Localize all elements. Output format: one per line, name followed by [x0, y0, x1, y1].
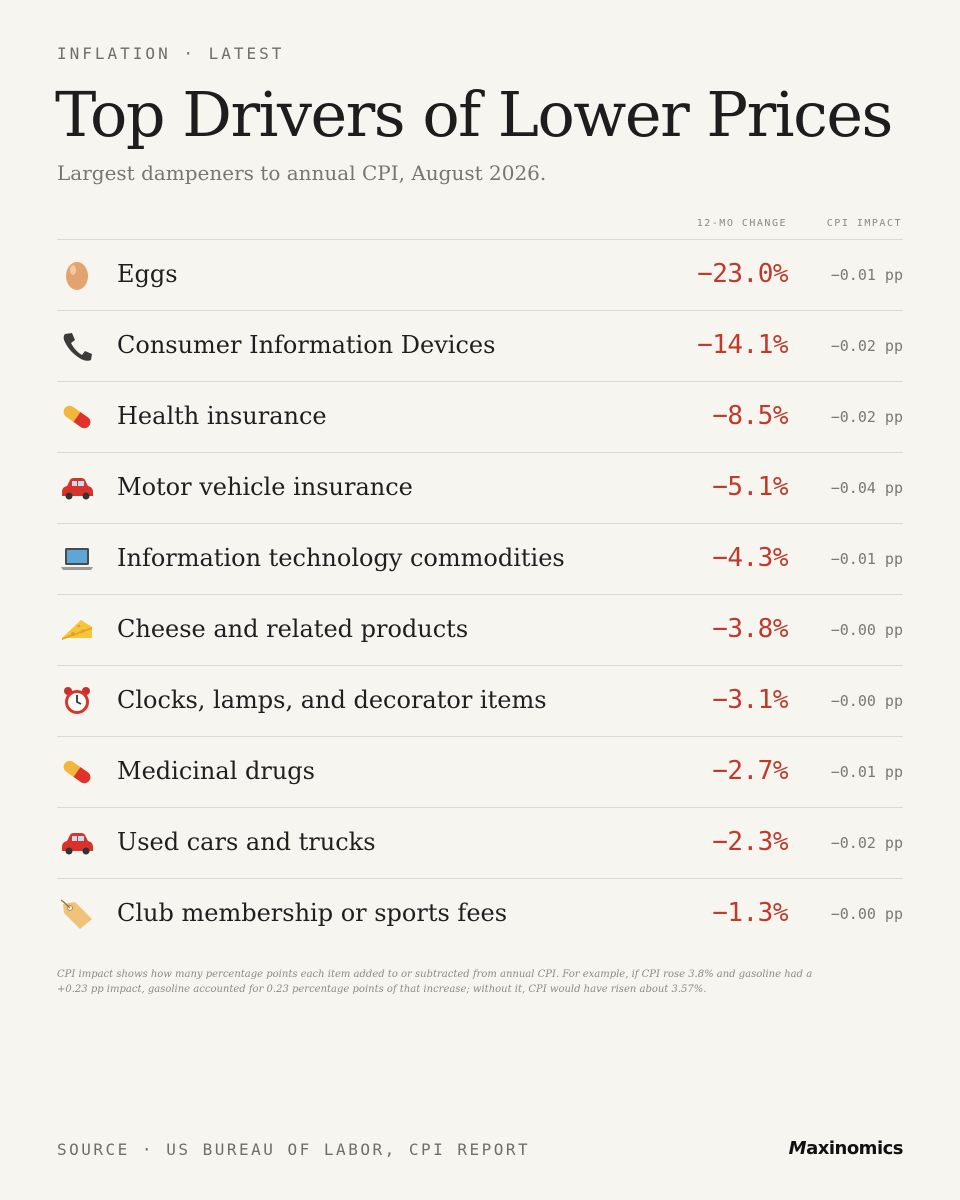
list-item: Motor vehicle insurance −5.1% −0.04 pp — [57, 453, 903, 524]
list-item: Club membership or sports fees −1.3% −0.… — [57, 879, 903, 949]
item-label: Motor vehicle insurance — [117, 473, 413, 501]
cheese-icon — [59, 614, 95, 646]
list-item: Clocks, lamps, and decorator items −3.1%… — [57, 666, 903, 737]
item-impact: −0.00 pp — [830, 905, 903, 923]
item-change: −5.1% — [712, 472, 788, 502]
item-impact: −0.00 pp — [830, 621, 903, 639]
list-item: Cheese and related products −3.8% −0.00 … — [57, 595, 903, 666]
page-subtitle: Largest dampeners to annual CPI, August … — [57, 161, 547, 185]
list-item: Used cars and trucks −2.3% −0.02 pp — [57, 808, 903, 879]
item-impact: −0.01 pp — [830, 763, 903, 781]
item-label: Cheese and related products — [117, 615, 469, 643]
item-impact: −0.00 pp — [830, 692, 903, 710]
pill-icon — [59, 401, 95, 433]
item-label: Used cars and trucks — [117, 828, 376, 856]
item-impact: −0.02 pp — [830, 834, 903, 852]
column-header-impact: CPI IMPACT — [826, 218, 902, 229]
telephone-icon — [59, 330, 95, 362]
column-header-change: 12-MO CHANGE — [696, 218, 787, 229]
item-change: −23.0% — [697, 259, 788, 289]
item-impact: −0.02 pp — [830, 408, 903, 426]
list-item: Consumer Information Devices −14.1% −0.0… — [57, 311, 903, 382]
item-impact: −0.01 pp — [830, 266, 903, 284]
label-tag-icon — [59, 898, 95, 930]
item-change: −8.5% — [712, 401, 788, 431]
item-impact: −0.04 pp — [830, 479, 903, 497]
item-change: −2.3% — [712, 827, 788, 857]
source-credit: SOURCE · US BUREAU OF LABOR, CPI REPORT — [57, 1140, 531, 1159]
brand-logo: Maxinomics — [788, 1138, 904, 1159]
item-change: −3.8% — [712, 614, 788, 644]
item-label: Consumer Information Devices — [117, 331, 496, 359]
drivers-list: Eggs −23.0% −0.01 pp Consumer Informatio… — [57, 239, 903, 949]
list-item: Information technology commodities −4.3%… — [57, 524, 903, 595]
page-title: Top Drivers of Lower Prices — [55, 78, 893, 151]
item-label: Clocks, lamps, and decorator items — [117, 686, 547, 714]
item-impact: −0.02 pp — [830, 337, 903, 355]
egg-icon — [59, 259, 95, 291]
footnote: CPI impact shows how many percentage poi… — [57, 969, 813, 995]
brand-name: axinomics — [806, 1138, 903, 1159]
item-change: −1.3% — [712, 898, 788, 928]
list-item: Health insurance −8.5% −0.02 pp — [57, 382, 903, 453]
eyebrow: INFLATION · LATEST — [57, 44, 285, 63]
item-label: Health insurance — [117, 402, 327, 430]
item-label: Information technology commodities — [117, 544, 565, 572]
item-change: −3.1% — [712, 685, 788, 715]
car-icon — [59, 472, 95, 504]
laptop-icon — [59, 543, 95, 575]
alarm-clock-icon — [59, 685, 95, 717]
pill-icon — [59, 756, 95, 788]
list-item: Eggs −23.0% −0.01 pp — [57, 240, 903, 311]
item-change: −4.3% — [712, 543, 788, 573]
item-impact: −0.01 pp — [830, 550, 903, 568]
brand-initial: M — [788, 1138, 807, 1159]
item-label: Medicinal drugs — [117, 757, 315, 785]
car-icon — [59, 827, 95, 859]
item-label: Club membership or sports fees — [117, 899, 508, 927]
item-change: −14.1% — [697, 330, 788, 360]
item-change: −2.7% — [712, 756, 788, 786]
item-label: Eggs — [117, 260, 178, 288]
list-item: Medicinal drugs −2.7% −0.01 pp — [57, 737, 903, 808]
